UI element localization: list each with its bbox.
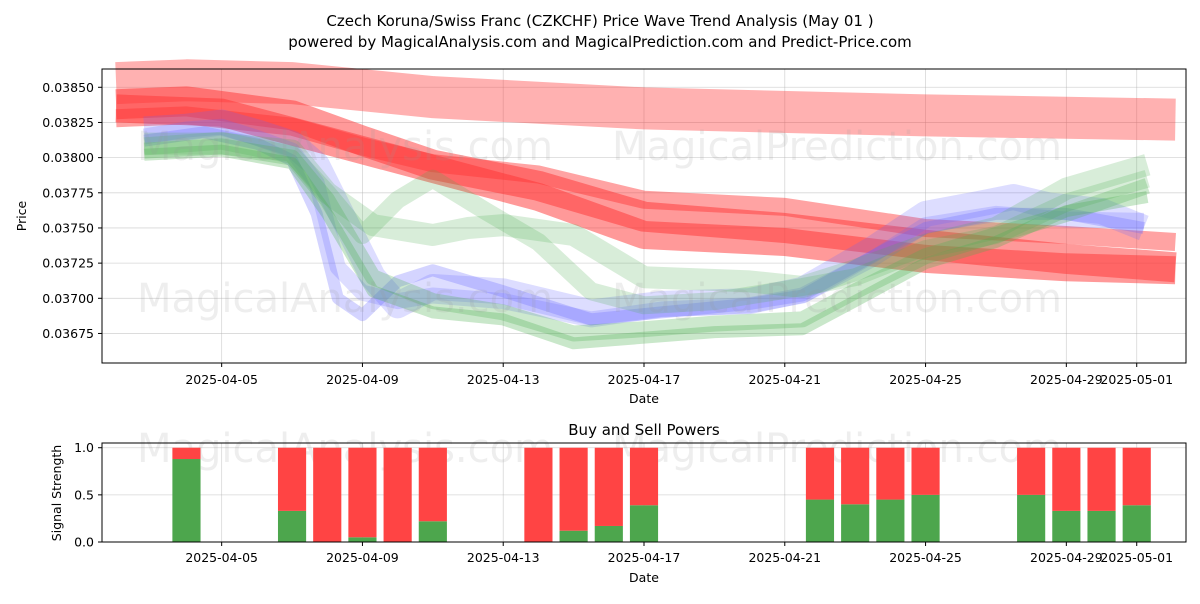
signal-x-tick-label: 2025-04-21 [748,550,821,565]
signal-x-tick-label: 2025-04-13 [467,550,540,565]
red-trend-1-line [115,59,1176,141]
sell-bar [277,447,307,511]
buy-bar [172,459,201,542]
price-x-ticks: 2025-04-05 2025-04-09 2025-04-13 2025-04-17… [185,363,1173,387]
watermark-mid-right: MagicalPrediction.com [612,276,1062,322]
price-y-tick-label: 0.03775 [42,185,94,200]
buy-bar [348,537,377,542]
buy-bar [1087,510,1116,542]
signal-x-tick-label: 2025-04-29 [1030,550,1103,565]
sell-bar [911,447,940,495]
sell-bar [348,447,377,538]
sell-bar [559,447,588,531]
signal-y-tick-label: 0.5 [74,487,94,502]
sell-bar [418,447,447,522]
price-y-tick-label: 0.03750 [42,220,94,235]
sell-bar [1087,447,1116,511]
signal-panel: Buy and Sell Powers MagicalAnalysis.com … [49,421,1187,585]
sell-bar [1017,447,1046,495]
watermark-signal-left: MagicalAnalysis.com [137,426,553,472]
watermark-top-left: MagicalAnalysis.com [137,124,553,170]
sell-bar [1052,447,1081,511]
chart-title-line1: Czech Koruna/Swiss Franc (CZKCHF) Price … [326,12,873,30]
price-x-tick-label: 2025-04-29 [1030,372,1103,387]
signal-y-ticks: 0.0 0.5 1.0 [74,440,102,550]
price-y-tick-label: 0.03675 [42,326,94,341]
green-wave-1-line [144,132,1151,298]
signal-x-tick-label: 2025-04-17 [608,550,681,565]
watermark-signal-right: MagicalPrediction.com [612,426,1062,472]
buy-bar [1052,510,1081,542]
price-x-axis-label: Date [629,391,659,406]
price-y-tick-label: 0.03700 [42,291,94,306]
price-x-tick-label: 2025-04-25 [889,372,962,387]
sell-bar [524,447,553,542]
green-wave-2-line [143,131,1150,315]
price-x-tick-label: 2025-04-21 [748,372,821,387]
price-series [115,59,1177,350]
price-x-tick-label: 2025-04-13 [467,372,540,387]
buy-bar [1122,505,1151,542]
signal-bars [172,447,1151,542]
buy-bar [805,499,835,542]
blue-wave-2-line [142,118,1144,328]
green-wave-4-line [143,144,1149,350]
sell-bar [594,447,623,526]
buy-bar [277,510,307,542]
buy-bar [911,494,940,542]
signal-x-tick-label: 2025-05-01 [1100,550,1173,565]
sell-bar [383,447,412,542]
sell-bar [1122,447,1151,506]
buy-bar [1017,494,1046,542]
watermark-top-right: MagicalPrediction.com [612,124,1062,170]
red-trend-4-line [115,94,1176,285]
sell-bar [172,447,201,460]
buy-bar [629,505,659,542]
signal-x-tick-label: 2025-04-09 [326,550,399,565]
price-x-tick-label: 2025-04-05 [185,372,258,387]
price-y-tick-label: 0.03850 [42,80,94,95]
signal-x-tick-label: 2025-04-25 [889,550,962,565]
price-y-tick-label: 0.03825 [42,115,94,130]
signal-chart-title: Buy and Sell Powers [568,421,720,439]
buy-bar [418,521,447,542]
price-panel: MagicalAnalysis.com MagicalPrediction.co… [14,59,1187,406]
sell-bar [313,447,342,542]
price-y-axis-label: Price [14,200,29,231]
price-y-tick-label: 0.03800 [42,150,94,165]
chart-title-line2: powered by MagicalAnalysis.com and Magic… [288,33,912,51]
watermark-mid-left: MagicalAnalysis.com [137,276,553,322]
green-wave-3-line [143,138,1150,342]
signal-x-ticks: 2025-04-05 2025-04-09 2025-04-13 2025-04-17… [185,542,1173,565]
signal-y-tick-label: 1.0 [74,440,94,455]
signal-x-axis-label: Date [629,570,659,585]
buy-bar [841,504,870,542]
signal-x-tick-label: 2025-04-05 [185,550,258,565]
price-x-tick-label: 2025-05-01 [1100,372,1173,387]
signal-y-tick-label: 0.0 [74,535,94,550]
blue-wave-1-line [143,109,1149,326]
blue-wave-3-line [143,126,1145,326]
sell-bar [841,447,870,505]
sell-bar [805,447,835,500]
price-x-tick-label: 2025-04-09 [326,372,399,387]
sell-bar [876,447,905,500]
buy-bar [559,530,588,542]
price-y-ticks: 0.03675 0.03700 0.03725 0.03750 0.03775 0.038… [42,80,102,341]
price-y-tick-label: 0.03725 [42,256,94,271]
sell-bar [629,447,659,506]
signal-y-axis-label: Signal Strength [49,445,64,541]
buy-bar [876,499,905,542]
price-x-tick-label: 2025-04-17 [608,372,681,387]
buy-bar [594,525,623,542]
